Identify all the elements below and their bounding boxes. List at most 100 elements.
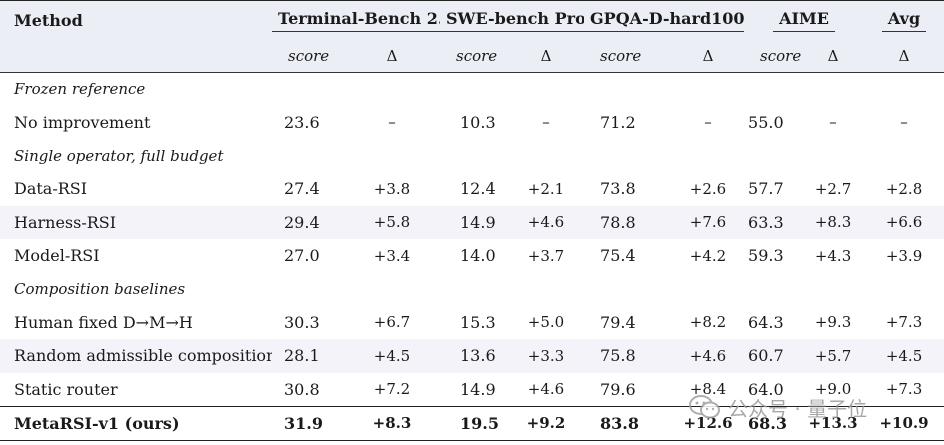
score-cell: 59.3: [748, 246, 784, 266]
delta-cell: +3.7: [527, 246, 565, 265]
subheader-score: score: [440, 40, 508, 73]
table-row: Model-RSI 27.0 +3.4 14.0 +3.7 75.4 +4.2 …: [0, 239, 944, 273]
score-cell: 78.8: [600, 212, 636, 232]
delta-cell: +2.7: [814, 179, 852, 198]
column-header-terminal-bench: Terminal-Bench 2.1: [272, 1, 440, 41]
delta-cell: +5.0: [527, 313, 565, 332]
delta-cell: +12.6: [683, 414, 733, 432]
column-header-gpqa: GPQA-D-hard100: [584, 1, 745, 41]
avg-cell: +4.5: [885, 346, 923, 365]
delta-cell: +3.4: [373, 246, 411, 265]
delta-cell: –: [829, 113, 837, 132]
delta-cell: –: [704, 113, 712, 132]
subheader-score: score: [584, 40, 673, 73]
delta-cell: +9.2: [526, 414, 566, 432]
delta-cell: +9.3: [814, 313, 852, 332]
delta-cell: +4.5: [373, 346, 411, 365]
avg-cell: +7.3: [885, 313, 923, 332]
score-cell: 30.8: [284, 379, 320, 399]
avg-cell: –: [900, 113, 908, 132]
score-cell: 57.7: [748, 179, 784, 199]
delta-cell: +5.8: [373, 213, 411, 232]
delta-cell: +8.2: [689, 313, 727, 332]
score-cell: 19.5: [460, 413, 499, 433]
delta-cell: +7.6: [689, 213, 727, 232]
score-cell: 64.3: [748, 312, 784, 332]
method-name: Static router: [14, 379, 118, 399]
score-cell: 63.3: [748, 212, 784, 232]
score-cell: 14.9: [460, 379, 496, 399]
score-cell: 13.6: [460, 346, 496, 366]
table-row: No improvement 23.6 – 10.3 – 71.2 – 55.0…: [0, 106, 944, 140]
score-cell: 79.6: [600, 379, 636, 399]
score-cell: 10.3: [460, 112, 496, 132]
method-header: Method: [14, 11, 83, 31]
delta-cell: +9.0: [814, 380, 852, 398]
final-row: MetaRSI-v1 (ours) 31.9 +8.3 19.5 +9.2 83…: [0, 406, 944, 440]
score-cell: 29.4: [284, 212, 320, 232]
delta-cell: +2.6: [689, 179, 727, 198]
column-header-avg: Avg: [864, 1, 944, 41]
score-cell: 31.9: [284, 413, 323, 433]
delta-cell: +7.2: [373, 380, 411, 398]
score-cell: 75.4: [600, 246, 636, 266]
group-title: Single operator, full budget: [14, 146, 224, 165]
score-cell: 73.8: [600, 179, 636, 199]
score-cell: 71.2: [600, 112, 636, 132]
score-cell: 12.4: [460, 179, 496, 199]
subheader-delta: Δ: [672, 40, 745, 73]
subheader-delta: Δ: [864, 40, 944, 73]
delta-cell: +4.6: [689, 346, 727, 365]
avg-cell: +6.6: [885, 213, 923, 232]
delta-cell: +4.3: [814, 246, 852, 265]
delta-cell: +8.3: [372, 414, 412, 432]
group-title: Frozen reference: [14, 80, 146, 99]
group-header-row: Frozen reference: [0, 73, 944, 106]
score-cell: 55.0: [748, 112, 784, 132]
subheader-score: score: [744, 40, 803, 73]
delta-cell: –: [388, 113, 396, 132]
score-cell: 83.8: [600, 413, 639, 433]
delta-cell: +4.6: [527, 380, 565, 398]
method-name: No improvement: [14, 112, 151, 132]
delta-cell: +3.8: [373, 179, 411, 198]
score-cell: 23.6: [284, 112, 320, 132]
method-name: Data-RSI: [14, 179, 88, 199]
score-cell: 27.4: [284, 179, 320, 199]
table-row: Human fixed D→M→H 30.3 +6.7 15.3 +5.0 79…: [0, 306, 944, 340]
delta-cell: +6.7: [373, 313, 411, 332]
delta-cell: +4.2: [689, 246, 727, 265]
avg-cell: +10.9: [879, 414, 929, 432]
score-cell: 14.0: [460, 246, 496, 266]
method-name: MetaRSI-v1 (ours): [14, 413, 180, 433]
column-header-swe-bench: SWE-bench Pro: [440, 1, 585, 41]
score-cell: 30.3: [284, 312, 320, 332]
score-cell: 75.8: [600, 346, 636, 366]
avg-cell: +3.9: [885, 246, 923, 265]
score-cell: 27.0: [284, 246, 320, 266]
avg-cell: +2.8: [885, 179, 923, 198]
delta-cell: +3.3: [527, 346, 565, 365]
subheader-score: score: [272, 40, 344, 73]
table-row: Static router 30.8 +7.2 14.9 +4.6 79.6 +…: [0, 373, 944, 407]
method-name: Human fixed D→M→H: [14, 312, 193, 332]
delta-cell: +5.7: [814, 346, 852, 365]
method-name: Random admissible composition: [14, 346, 272, 366]
subheader-delta: Δ: [802, 40, 865, 73]
subheader-delta: Δ: [344, 40, 440, 73]
method-name: Harness-RSI: [14, 212, 117, 232]
method-name: Model-RSI: [14, 246, 100, 266]
delta-cell: +4.6: [527, 213, 565, 232]
group-header-row: Single operator, full budget: [0, 139, 944, 172]
score-cell: 15.3: [460, 312, 496, 332]
delta-cell: +8.3: [814, 213, 852, 232]
subheader-blank: [0, 40, 272, 73]
table-row: Random admissible composition 28.1 +4.5 …: [0, 339, 944, 373]
table-row: Data-RSI 27.4 +3.8 12.4 +2.1 73.8 +2.6 5…: [0, 172, 944, 206]
avg-cell: +7.3: [885, 380, 923, 398]
group-title: Composition baselines: [14, 280, 186, 298]
delta-cell: +13.3: [808, 414, 858, 432]
column-header-aime: AIME: [744, 1, 864, 41]
score-cell: 28.1: [284, 346, 320, 366]
